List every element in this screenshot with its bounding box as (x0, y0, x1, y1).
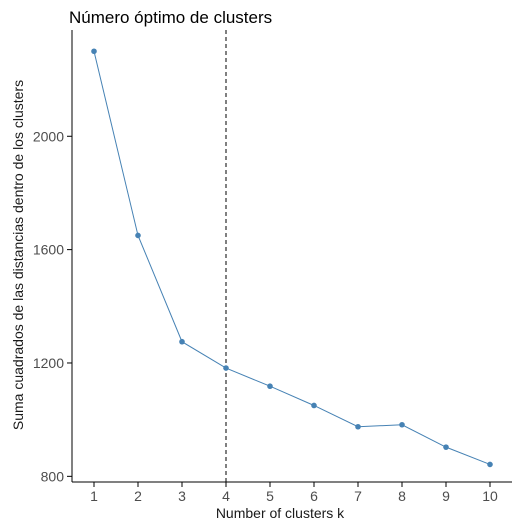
data-point (179, 338, 185, 345)
data-point (311, 402, 317, 409)
chart-title: Número óptimo de clusters (69, 8, 273, 27)
axes: 800 1200 1600 2000 1 2 3 4 5 6 7 8 9 10 (33, 30, 512, 504)
data-point (443, 444, 449, 450)
x-tick-label: 2 (134, 488, 142, 504)
data-point (267, 383, 273, 390)
x-tick-label: 7 (354, 488, 362, 504)
y-tick-label: 1600 (33, 242, 64, 258)
data-point (399, 421, 405, 428)
series (91, 48, 493, 468)
x-axis-label: Number of clusters k (215, 505, 345, 521)
data-point (91, 48, 97, 55)
x-tick-label: 6 (310, 488, 318, 504)
y-tick-label: 800 (41, 468, 65, 484)
y-tick-label: 1200 (33, 355, 64, 371)
data-point (135, 232, 141, 239)
x-tick-label: 5 (266, 488, 274, 504)
y-tick-label: 2000 (33, 128, 64, 144)
data-point (223, 365, 229, 371)
x-tick-label: 8 (398, 488, 406, 504)
x-tick-label: 9 (442, 488, 450, 504)
data-point (355, 423, 361, 430)
x-tick-label: 4 (222, 488, 230, 504)
series-line (93, 51, 491, 465)
data-point (487, 461, 493, 468)
x-tick-label: 1 (90, 488, 98, 504)
x-tick-label: 3 (178, 488, 186, 504)
x-tick-label: 10 (482, 488, 498, 504)
